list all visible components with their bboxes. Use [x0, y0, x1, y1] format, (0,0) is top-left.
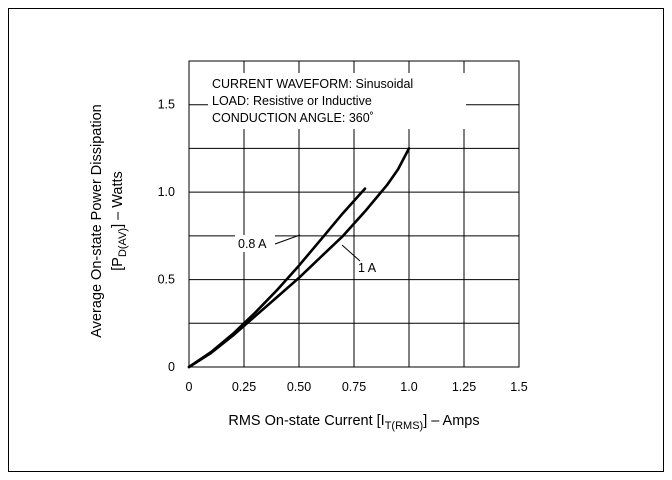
- x-axis-title-subscript: T(RMS): [385, 420, 424, 432]
- x-tick-label-2: 0.50: [287, 380, 311, 394]
- series-layer: [187, 147, 411, 369]
- annotation-waveform: CURRENT WAVEFORM: Sinusoidal: [212, 77, 413, 91]
- tick-labels: 0 0.25 0.50 0.75 1.0 1.25 1.5 0 0.5 1.0 1.5: [158, 98, 528, 394]
- y-tick-label-3: 1.5: [158, 98, 175, 112]
- plot-border: [188, 60, 520, 368]
- x-tick-label-1: 0.25: [232, 380, 256, 394]
- x-tick-label-3: 0.75: [342, 380, 366, 394]
- y-axis-title-subscript: D(AV): [117, 228, 129, 257]
- series-label-1-background: [355, 259, 383, 276]
- y-axis-title-line1: Average On-state Power Dissipation: [89, 104, 105, 337]
- y-tick-label-0: 0: [168, 360, 175, 374]
- chart-frame: CURRENT WAVEFORM: Sinusoidal LOAD: Resis…: [8, 8, 664, 472]
- y-axis-title-line2: [PD(AV)] – Watts: [110, 171, 129, 271]
- x-axis-title: RMS On-state Current [IT(RMS)] – Amps: [228, 413, 479, 432]
- power-dissipation-chart: CURRENT WAVEFORM: Sinusoidal LOAD: Resis…: [89, 60, 528, 432]
- series-label-1-leader: [341, 244, 361, 262]
- series-label-0-leader: [274, 234, 301, 245]
- y-axis-title-main: [P: [110, 257, 126, 271]
- y-tick-label-1: 0.5: [158, 273, 175, 287]
- series-label-0: 0.8 A: [238, 237, 267, 251]
- x-tick-label-5: 1.25: [452, 380, 476, 394]
- series-label-0-background: [235, 235, 275, 252]
- annotation-conduction-angle: CONDUCTION ANGLE: 360˚: [212, 111, 374, 125]
- annotation-background: [208, 73, 466, 129]
- x-tick-label-6: 1.5: [510, 380, 527, 394]
- y-axis-title-unit: ] – Watts: [110, 171, 126, 228]
- series-line-1: [187, 147, 411, 369]
- x-tick-label-4: 1.0: [400, 380, 417, 394]
- x-axis-title-unit: ] – Amps: [423, 413, 479, 429]
- x-tick-label-0: 0: [186, 380, 193, 394]
- series-label-1: 1 A: [358, 261, 377, 275]
- y-tick-label-2: 1.0: [158, 185, 175, 199]
- annotation-load: LOAD: Resistive or Inductive: [212, 94, 372, 108]
- x-axis-title-main: RMS On-state Current [I: [228, 413, 384, 429]
